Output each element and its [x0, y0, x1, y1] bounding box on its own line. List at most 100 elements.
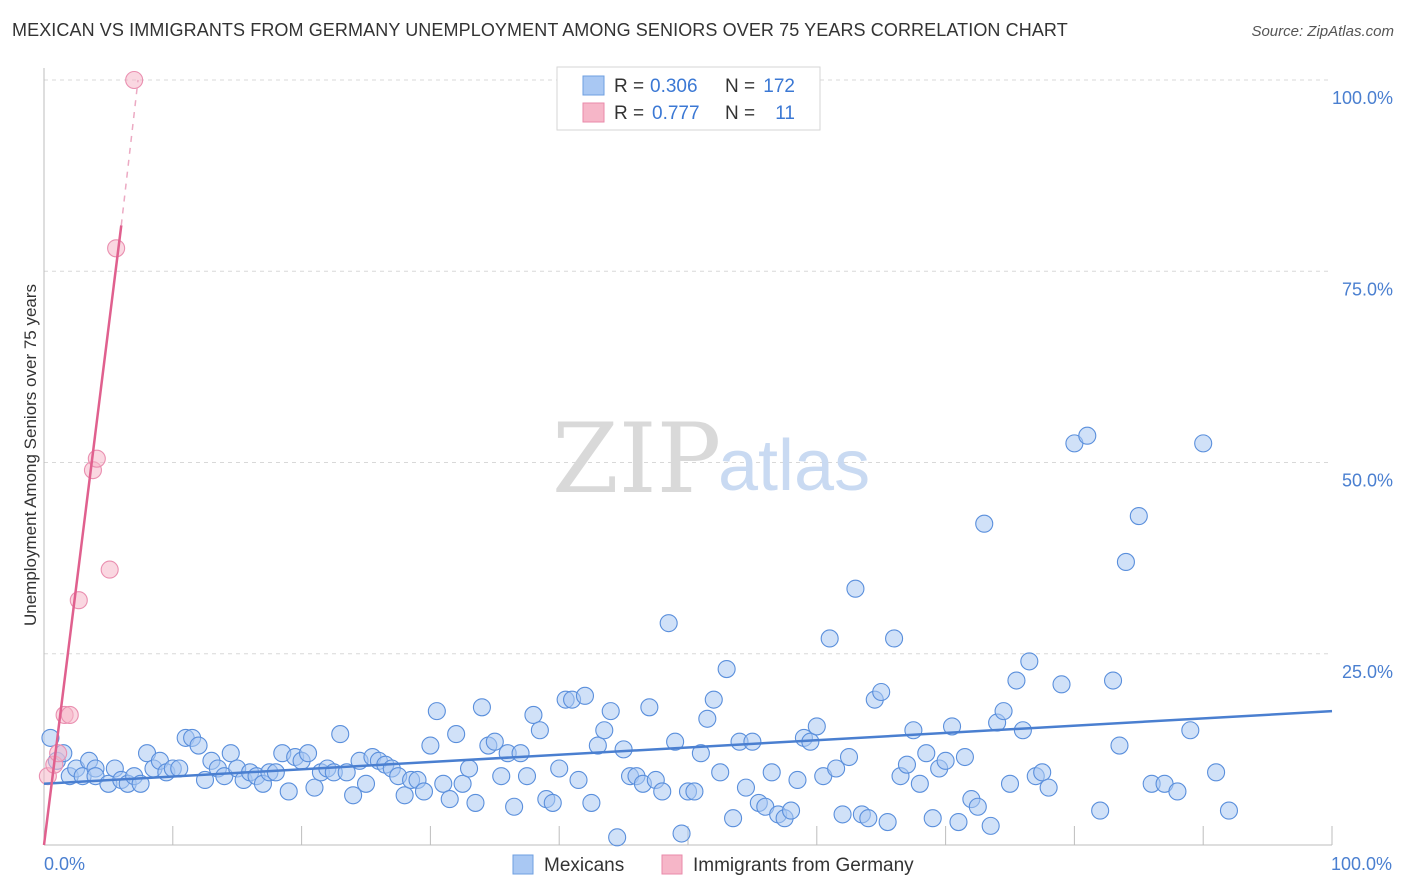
point-mexicans-74: [517, 767, 537, 786]
point-mexicans-169: [1207, 763, 1226, 782]
point-germany-4: [60, 705, 79, 725]
point-mexicans-161: [1110, 736, 1129, 755]
point-mexicans-63: [447, 725, 466, 744]
point-mexicans-155: [1039, 778, 1058, 797]
legend-r-value-1: 0.306: [650, 76, 698, 97]
point-mexicans-59: [421, 736, 440, 755]
y-tick-label-75: 75.0%: [1342, 279, 1393, 299]
point-mexicans-166: [1168, 782, 1187, 801]
point-mexicans-20: [170, 759, 189, 778]
point-mexicans-89: [614, 740, 633, 759]
point-mexicans-131: [885, 629, 904, 648]
legend-n-label-2: N =: [725, 103, 755, 124]
point-germany-10: [125, 70, 144, 90]
point-mexicans-104: [711, 763, 730, 782]
point-mexicans-116: [788, 770, 807, 790]
point-mexicans-124: [839, 747, 859, 767]
point-mexicans-64: [453, 774, 472, 793]
point-mexicans-35: [266, 763, 285, 782]
trend-line-mexicans: [43, 709, 1333, 786]
point-mexicans-69: [485, 732, 504, 751]
watermark-atlas: atlas: [718, 426, 870, 506]
point-mexicans-37: [279, 782, 298, 801]
point-germany-2: [49, 744, 68, 763]
point-germany-8: [100, 560, 119, 579]
point-mexicans-100: [685, 782, 704, 801]
trend-line-germany-extension: [120, 79, 139, 226]
point-mexicans-135: [910, 774, 929, 793]
legend-r-label-2: R =: [614, 103, 644, 124]
point-mexicans-160: [1103, 671, 1123, 690]
point-mexicans-123: [833, 805, 852, 824]
point-mexicans-60: [427, 702, 446, 721]
point-mexicans-129: [872, 682, 891, 702]
point-mexicans-115: [781, 801, 801, 820]
y-tick-labels: 25.0% 50.0% 75.0% 100.0%: [1332, 88, 1393, 682]
point-mexicans-55: [395, 786, 414, 805]
point-mexicans-82: [569, 770, 588, 790]
point-mexicans-106: [724, 809, 743, 828]
point-mexicans-66: [466, 793, 485, 812]
point-mexicans-73: [511, 744, 530, 763]
x-tick-label-max: 100.0%: [1331, 854, 1392, 874]
x-tick-marks: [172, 826, 1333, 845]
point-mexicans-133: [897, 755, 917, 774]
y-axis-label: Unemployment Among Seniors over 75 years: [21, 284, 40, 626]
legend-swatch-mexicans: [582, 75, 605, 96]
point-mexicans-97: [666, 732, 685, 751]
watermark: ZIP atlas: [552, 403, 870, 515]
watermark-zip: ZIP: [552, 403, 721, 515]
point-mexicans-0: [41, 728, 60, 747]
legend-r-value-2: 0.777: [652, 103, 700, 124]
point-mexicans-112: [762, 763, 781, 782]
point-mexicans-145: [975, 514, 994, 533]
point-mexicans-65: [459, 759, 479, 778]
series-germany-points: [38, 70, 144, 786]
point-germany-9: [107, 239, 126, 258]
trend-line-germany: [42, 225, 123, 846]
point-mexicans-45: [331, 725, 350, 744]
gridlines: [44, 79, 1332, 655]
legend-r-label-1: R =: [614, 76, 644, 97]
bottom-legend-swatch-germany: [661, 854, 683, 875]
point-mexicans-108: [736, 778, 756, 797]
point-mexicans-151: [1013, 721, 1032, 740]
point-mexicans-62: [440, 790, 459, 809]
point-mexicans-98: [672, 824, 691, 843]
y-tick-label-50: 50.0%: [1342, 471, 1393, 491]
point-mexicans-84: [582, 793, 601, 812]
point-mexicans-83: [575, 686, 595, 705]
point-mexicans-119: [807, 717, 826, 736]
point-mexicans-158: [1078, 426, 1097, 445]
point-mexicans-105: [717, 659, 736, 679]
chart-title: MEXICAN VS IMMIGRANTS FROM GERMANY UNEMP…: [12, 20, 1068, 40]
point-mexicans-168: [1194, 434, 1213, 453]
bottom-legend-label-germany: Immigrants from Germany: [693, 855, 914, 876]
point-mexicans-127: [859, 809, 878, 828]
point-mexicans-95: [653, 782, 672, 801]
point-mexicans-28: [221, 744, 240, 763]
point-mexicans-109: [743, 732, 762, 751]
point-mexicans-141: [949, 812, 968, 832]
point-mexicans-79: [550, 759, 569, 778]
point-mexicans-136: [917, 744, 936, 763]
legend-n-value-1: 172: [763, 76, 795, 97]
chart-source: Source: ZipAtlas.com: [1251, 23, 1394, 40]
point-mexicans-146: [981, 816, 1000, 835]
x-tick-label-min: 0.0%: [44, 854, 85, 874]
point-mexicans-85: [588, 736, 607, 755]
bottom-legend-label-mexicans: Mexicans: [544, 855, 624, 876]
point-mexicans-49: [356, 774, 376, 793]
point-mexicans-103: [704, 690, 723, 709]
point-mexicans-121: [820, 629, 839, 648]
point-mexicans-102: [698, 709, 717, 728]
bottom-legend-swatch-mexicans: [512, 854, 534, 875]
point-mexicans-163: [1129, 506, 1148, 526]
point-mexicans-156: [1052, 675, 1071, 694]
y-tick-label-25: 25.0%: [1342, 662, 1393, 682]
point-mexicans-61: [434, 774, 453, 793]
point-mexicans-152: [1020, 652, 1039, 671]
point-mexicans-140: [942, 717, 962, 736]
point-mexicans-76: [530, 721, 549, 740]
point-mexicans-144: [968, 797, 987, 816]
